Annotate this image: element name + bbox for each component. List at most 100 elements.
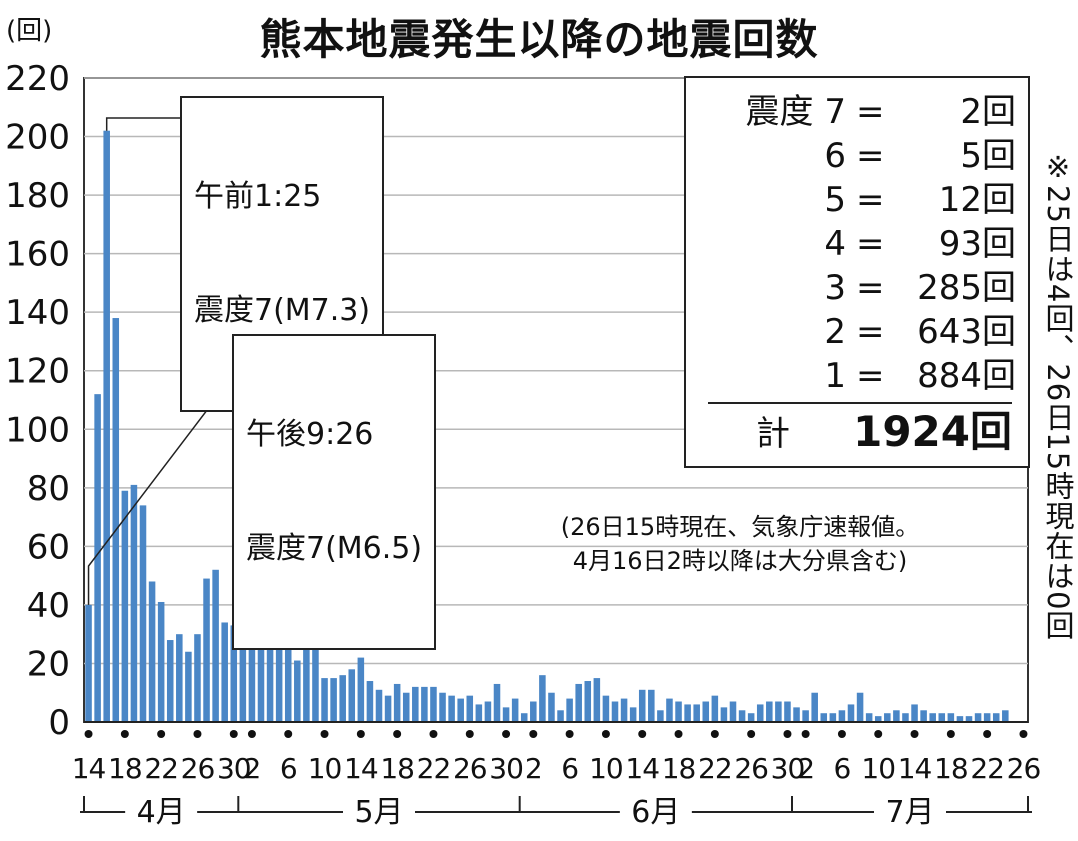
bar: [811, 692, 818, 722]
summary-level: 震度 7: [745, 92, 846, 132]
bar: [457, 698, 464, 722]
summary-level: 4: [824, 224, 846, 264]
source-note: (26日15時現在、気象庁速報値。 4月16日2時以降は大分県含む): [480, 510, 1000, 578]
bar: [638, 689, 646, 722]
y-tick-label: 200: [5, 118, 70, 158]
summary-divider: [708, 402, 1012, 404]
month-label: 6月: [631, 795, 680, 830]
x-tick-label: 14: [72, 752, 106, 785]
bar: [130, 484, 138, 722]
bar: [384, 695, 392, 722]
bar: [775, 701, 782, 722]
month-label-bg: [874, 790, 946, 824]
bar: [266, 640, 274, 722]
bar: [321, 678, 328, 722]
summary-row: 4 = 93回: [686, 222, 1016, 266]
first-quake-leader-line: [87, 371, 237, 605]
bar: [248, 622, 256, 722]
bar: [357, 657, 365, 722]
bar: [893, 710, 900, 722]
peak-leader-line: [105, 117, 182, 131]
bar: [702, 701, 710, 722]
x-tick-dot: [502, 730, 511, 738]
bar: [284, 645, 292, 722]
summary-count: 285回: [917, 268, 1016, 308]
bar: [566, 698, 573, 722]
y-tick-label: 140: [5, 293, 70, 333]
summary-level: 5: [824, 180, 846, 220]
x-tick-dot: [638, 730, 647, 738]
x-tick-dot: [284, 730, 293, 738]
bar: [657, 710, 664, 722]
x-tick-label: 14: [344, 752, 378, 785]
summary-count: 884回: [917, 356, 1016, 396]
x-tick-label: 2: [797, 752, 814, 785]
bar: [865, 713, 873, 722]
bar: [729, 701, 737, 722]
bar: [838, 710, 846, 722]
x-tick-dot: [320, 730, 329, 738]
summary-total-value: 1924回: [853, 407, 1012, 456]
bar: [466, 695, 474, 722]
bar: [992, 713, 1000, 722]
bar: [874, 716, 882, 722]
bar: [121, 490, 129, 722]
bar: [766, 701, 773, 722]
bar: [738, 710, 746, 722]
x-tick-label: 26: [734, 752, 768, 785]
bar: [956, 716, 964, 722]
x-tick-dot: [674, 730, 683, 738]
x-tick-dot: [710, 730, 719, 738]
bar: [793, 707, 800, 722]
bar: [720, 707, 728, 722]
bar: [539, 675, 546, 722]
x-tick-dot: [229, 730, 238, 738]
x-tick-label: 10: [308, 752, 342, 785]
x-tick-dot: [565, 730, 574, 738]
bar: [421, 686, 428, 722]
source-note-line2: 4月16日2時以降は大分県含む): [572, 547, 908, 575]
x-tick-dot: [910, 730, 919, 738]
bar: [847, 704, 855, 722]
x-tick-dot: [247, 730, 256, 738]
x-tick-dot: [393, 730, 402, 738]
summary-count: 93回: [938, 224, 1016, 264]
bar: [230, 625, 238, 722]
bar: [584, 681, 592, 722]
y-tick-label: 180: [5, 176, 70, 216]
bar: [675, 701, 682, 722]
bar: [348, 669, 356, 722]
x-tick-label: 14: [625, 752, 659, 785]
x-tick-label: 6: [280, 752, 297, 785]
x-tick-dot: [465, 730, 474, 738]
x-tick-label: 6: [561, 752, 578, 785]
bar: [493, 683, 501, 722]
x-tick-dot: [747, 730, 756, 738]
summary-level: 1: [824, 356, 846, 396]
bar: [257, 648, 265, 722]
month-label-bg: [125, 790, 198, 824]
x-tick-label: 2: [525, 752, 542, 785]
month-label: 7月: [885, 795, 934, 830]
bar: [1002, 710, 1009, 722]
x-tick-dot: [1019, 730, 1028, 738]
chart-title: 熊本地震発生以降の地震回数: [259, 15, 819, 64]
bar: [112, 318, 120, 722]
bar: [666, 698, 673, 722]
bar: [94, 394, 101, 722]
bar: [530, 701, 537, 722]
x-tick-dot: [356, 730, 365, 738]
x-tick-dot: [801, 730, 810, 738]
bar: [693, 704, 700, 722]
bar: [947, 713, 955, 722]
bar: [747, 713, 755, 722]
bar: [85, 604, 92, 722]
peak-callout-time: 午前1:25: [194, 179, 322, 214]
bar: [330, 678, 337, 722]
y-tick-label: 60: [27, 527, 70, 567]
summary-equals: =: [856, 224, 885, 264]
bar: [475, 704, 483, 722]
bar: [983, 713, 991, 722]
bar: [412, 686, 419, 722]
